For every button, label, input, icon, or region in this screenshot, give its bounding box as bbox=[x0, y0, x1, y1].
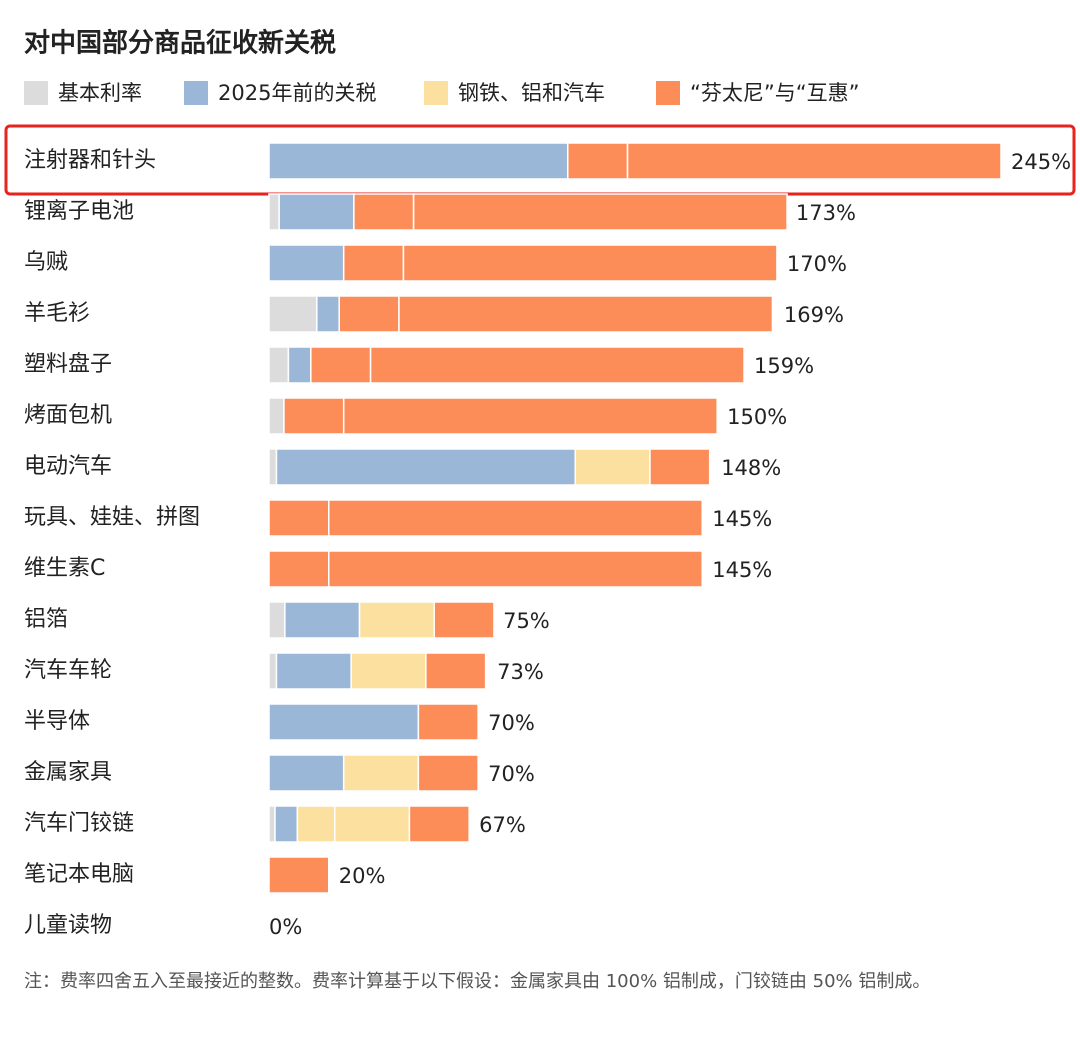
bar-segment bbox=[402, 244, 778, 282]
bar-segment bbox=[284, 601, 361, 639]
category-label: 维生素C bbox=[24, 556, 105, 581]
total-label: 0% bbox=[269, 915, 302, 939]
total-label: 70% bbox=[488, 711, 535, 735]
total-label: 70% bbox=[488, 762, 535, 786]
bar-segment bbox=[268, 754, 345, 792]
category-label: 羊毛衫 bbox=[24, 301, 90, 326]
bar-segment bbox=[287, 346, 312, 384]
bar-segment bbox=[268, 295, 318, 333]
bar-segment bbox=[342, 754, 420, 792]
category-label: 金属家具 bbox=[24, 760, 112, 785]
bar-segment bbox=[433, 601, 495, 639]
legend-swatch bbox=[184, 81, 208, 105]
bar-segment bbox=[268, 856, 330, 894]
bar-segment bbox=[268, 193, 280, 231]
chart-title: 对中国部分商品征收新关税 bbox=[24, 28, 336, 59]
bar-segment bbox=[333, 805, 411, 843]
bar-segment bbox=[626, 142, 1002, 180]
bar-segment bbox=[275, 448, 576, 486]
bar-segment bbox=[350, 652, 427, 690]
footnote: 注：费率四舍五入至最接近的整数。费率计算基于以下假设：金属家具由 100% 铝制… bbox=[24, 971, 931, 992]
bar-segment bbox=[296, 805, 336, 843]
total-label: 67% bbox=[479, 813, 526, 837]
category-label: 儿童读物 bbox=[24, 913, 112, 938]
total-label: 148% bbox=[721, 456, 781, 480]
legend-label: “芬太尼”与“互惠” bbox=[690, 81, 860, 105]
total-label: 245% bbox=[1011, 150, 1071, 174]
bar-segment bbox=[316, 295, 340, 333]
category-label: 乌贼 bbox=[24, 250, 68, 275]
total-label: 20% bbox=[339, 864, 386, 888]
bar-segment bbox=[328, 499, 703, 537]
category-label: 锂离子电池 bbox=[24, 199, 134, 224]
bar-segment bbox=[268, 499, 330, 537]
bar-segment bbox=[268, 601, 286, 639]
category-label: 汽车门铰链 bbox=[24, 811, 134, 836]
total-label: 145% bbox=[712, 558, 772, 582]
bar-segment bbox=[353, 193, 415, 231]
bar-segment bbox=[268, 142, 569, 180]
bar-segment bbox=[408, 805, 470, 843]
category-label: 笔记本电脑 bbox=[24, 862, 134, 887]
category-label: 注射器和针头 bbox=[24, 148, 156, 173]
total-label: 75% bbox=[503, 609, 550, 633]
legend-swatch bbox=[24, 81, 48, 105]
total-label: 73% bbox=[497, 660, 544, 684]
bar-segment bbox=[425, 652, 487, 690]
category-label: 塑料盘子 bbox=[24, 352, 112, 377]
bar-segment bbox=[567, 142, 629, 180]
bar-segment bbox=[398, 295, 774, 333]
chart: 对中国部分商品征收新关税 基本利率 2025年前的关税 钢铁、铝和汽车 “芬太尼”与“… bbox=[4, 28, 1076, 939]
bar-segment bbox=[328, 550, 703, 588]
total-label: 159% bbox=[754, 354, 814, 378]
bar-segment bbox=[274, 805, 299, 843]
category-label: 电动汽车 bbox=[24, 454, 112, 479]
legend-swatch bbox=[424, 81, 448, 105]
legend-label: 基本利率 bbox=[58, 81, 142, 105]
total-label: 145% bbox=[712, 507, 772, 531]
bar-segment bbox=[417, 754, 479, 792]
bar-segment bbox=[310, 346, 372, 384]
bar-segment bbox=[268, 448, 278, 486]
legend-swatch bbox=[656, 81, 680, 105]
legend-label: 钢铁、铝和汽车 bbox=[458, 81, 605, 105]
total-label: 169% bbox=[784, 303, 844, 327]
bar-segment bbox=[278, 193, 355, 231]
bar-segment bbox=[268, 703, 420, 741]
total-label: 173% bbox=[796, 201, 856, 225]
category-label: 烤面包机 bbox=[24, 403, 112, 428]
bar-segment bbox=[342, 397, 718, 435]
bar-segment bbox=[275, 652, 352, 690]
bar-segment bbox=[358, 601, 435, 639]
bar-segment bbox=[412, 193, 788, 231]
category-label: 汽车车轮 bbox=[24, 658, 112, 683]
bar-segment bbox=[342, 244, 405, 282]
bar-segment bbox=[369, 346, 745, 384]
bar-segment bbox=[268, 550, 330, 588]
bar-segment bbox=[268, 397, 285, 435]
legend-label: 2025年前的关税 bbox=[218, 81, 376, 105]
bar-segment bbox=[268, 244, 345, 282]
bar-segment bbox=[268, 346, 290, 384]
bar-segment bbox=[268, 652, 278, 690]
bar-segment bbox=[574, 448, 651, 486]
bar-segment bbox=[338, 295, 400, 333]
category-label: 铝箔 bbox=[24, 607, 68, 632]
bar-segment bbox=[417, 703, 479, 741]
category-label: 玩具、娃娃、拼图 bbox=[24, 505, 200, 530]
total-label: 170% bbox=[787, 252, 847, 276]
bar-segment bbox=[268, 805, 276, 843]
bar-segment bbox=[649, 448, 711, 486]
category-label: 半导体 bbox=[24, 709, 90, 734]
total-label: 150% bbox=[727, 405, 787, 429]
bar-segment bbox=[283, 397, 345, 435]
